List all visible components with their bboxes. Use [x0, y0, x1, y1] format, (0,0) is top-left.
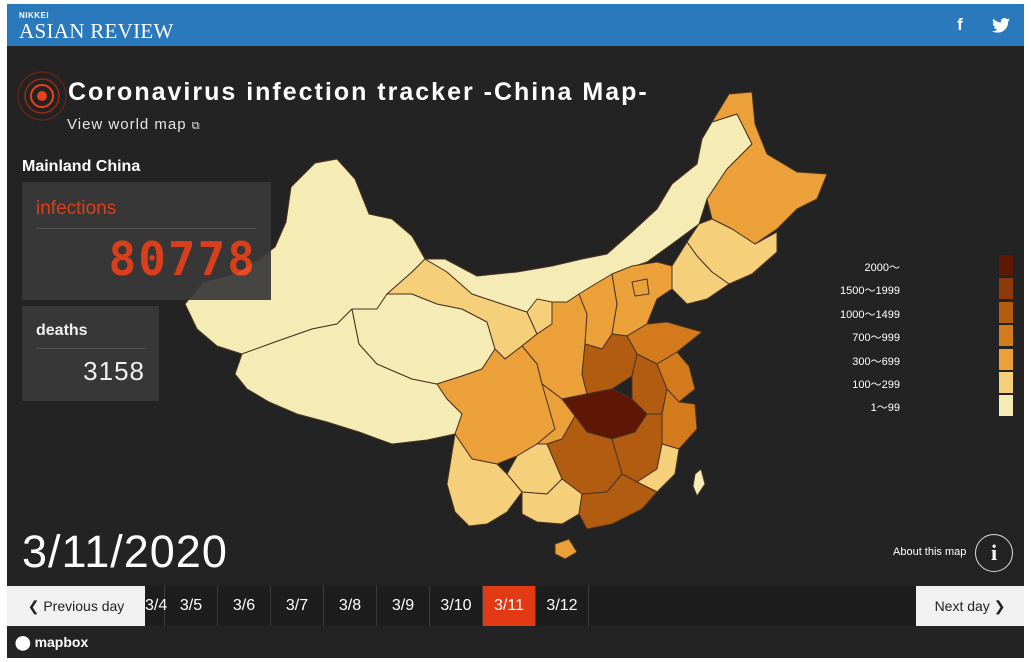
app-frame: NIKKEI ASIAN REVIEW f [7, 4, 1024, 658]
mapbox-label: mapbox [34, 634, 89, 650]
world-map-link[interactable]: View world map ⧉ [67, 116, 201, 133]
region-taiwan [692, 468, 706, 497]
province-heilongjiang [706, 91, 828, 245]
legend-swatch [999, 371, 1013, 393]
legend-swatch [999, 255, 1013, 276]
province-liaoning [671, 241, 730, 305]
deaths-value: 3158 [83, 356, 145, 386]
province-guangdong [578, 473, 658, 530]
day-item[interactable]: 3/8 [324, 586, 377, 626]
legend-label: 1500〜1999 [840, 285, 900, 298]
infections-value: 80778 [108, 232, 257, 286]
province-hainan [554, 538, 578, 560]
deaths-card: deaths 3158 [22, 306, 159, 401]
facebook-icon[interactable]: f [957, 15, 963, 34]
legend-label: 1〜99 [870, 402, 900, 415]
page-title: Coronavirus infection tracker -China Map… [68, 78, 649, 106]
previous-day-button[interactable]: ❮ Previous day [7, 586, 145, 626]
province-yunnan [446, 433, 523, 527]
brand-name: ASIAN REVIEW [19, 19, 174, 43]
mapbox-logo[interactable]: ⬤ mapbox [15, 634, 88, 651]
legend-swatch [999, 395, 1013, 417]
day-item[interactable]: 3/5 [165, 586, 218, 626]
header-bar: NIKKEI ASIAN REVIEW f [7, 4, 1024, 46]
about-map-link[interactable]: About this map [893, 546, 967, 558]
day-item-active[interactable]: 3/11 [483, 586, 536, 626]
legend-swatch [999, 348, 1013, 370]
legend-label: 2000〜 [864, 262, 900, 274]
province-hebei [611, 261, 673, 337]
province-beijing [631, 278, 650, 297]
day-item[interactable]: 3/12 [536, 586, 589, 626]
legend-swatch [999, 301, 1013, 323]
infections-card: infections 80778 [22, 182, 271, 300]
infections-label: infections [36, 198, 117, 219]
map-footer: ⬤ mapbox [7, 626, 1024, 658]
brand-logo[interactable]: NIKKEI ASIAN REVIEW [19, 11, 174, 42]
brand-small-text: NIKKEI [19, 11, 50, 20]
pulse-icon [17, 71, 67, 121]
day-item[interactable]: 3/9 [377, 586, 430, 626]
legend-swatch [999, 278, 1013, 300]
divider [36, 228, 256, 229]
next-day-label: Next day [934, 598, 990, 614]
next-day-button[interactable]: Next day ❯ [916, 586, 1024, 626]
info-icon[interactable]: i [975, 534, 1013, 572]
day-item[interactable]: 3/4 [145, 586, 167, 626]
chevron-right-icon: ❯ [993, 598, 1006, 614]
mapbox-icon: ⬤ [15, 634, 31, 650]
chevron-left-icon: ❮ [27, 598, 40, 614]
china-map[interactable] [7, 46, 1024, 586]
world-map-link-label: View world map [67, 116, 187, 133]
deaths-label: deaths [36, 322, 88, 339]
day-item[interactable]: 3/6 [218, 586, 271, 626]
day-list: 3/4 3/5 3/6 3/7 3/8 3/9 3/10 3/11 3/12 [145, 586, 589, 626]
legend-label: 700〜999 [852, 332, 900, 345]
twitter-icon[interactable] [990, 14, 1012, 36]
legend-label: 100〜299 [852, 378, 900, 391]
current-date: 3/11/2020 [22, 526, 228, 577]
day-item[interactable]: 3/7 [271, 586, 324, 626]
legend-label: 300〜699 [852, 355, 900, 368]
legend-label: 1000〜1499 [840, 308, 900, 321]
day-item[interactable]: 3/10 [430, 586, 483, 626]
divider [36, 348, 146, 349]
previous-day-label: Previous day [43, 598, 125, 614]
external-link-icon: ⧉ [191, 120, 201, 132]
region-label: Mainland China [22, 158, 141, 175]
date-timeline: ❮ Previous day 3/4 3/5 3/6 3/7 3/8 3/9 3… [7, 586, 1024, 626]
legend-swatch [999, 325, 1013, 347]
